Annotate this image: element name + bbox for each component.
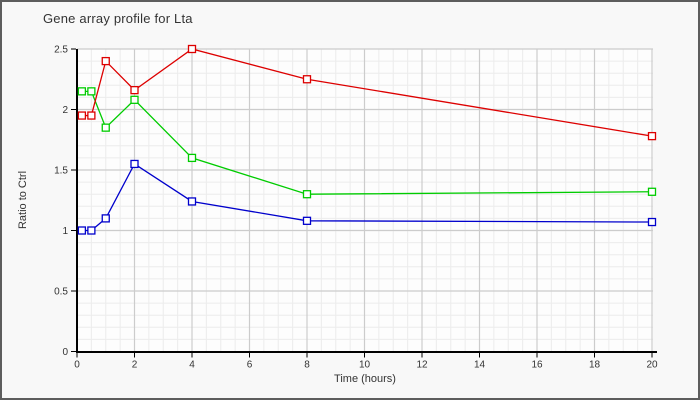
series-blue-marker [130, 159, 139, 169]
x-tick-label: 18 [589, 360, 601, 371]
series-blue-marker [187, 197, 197, 206]
series-green-marker [647, 187, 657, 196]
y-tick-label: 1 [62, 226, 68, 237]
series-red-marker [647, 131, 657, 141]
chart-title: Gene array profile for Lta [43, 11, 193, 26]
y-tick-label: 2 [62, 105, 68, 116]
series-red-marker [87, 111, 96, 120]
series-blue-marker [101, 214, 110, 223]
x-tick-label: 16 [531, 360, 543, 371]
y-axis-label: Ratio to Ctrl [17, 170, 29, 230]
x-tick-label: 0 [74, 360, 80, 371]
x-tick-label: 12 [416, 360, 428, 371]
series-green-marker [130, 95, 139, 104]
x-axis-label: Time (hours) [334, 373, 396, 385]
series-green-marker [302, 190, 312, 199]
x-tick-label: 6 [247, 360, 253, 371]
y-tick-label: 0 [62, 347, 68, 358]
series-red-marker [302, 75, 312, 84]
x-tick-label: 10 [359, 360, 371, 371]
series-green-marker [101, 123, 110, 132]
series-red-marker [101, 56, 110, 66]
series-red-marker [77, 111, 87, 120]
y-tick-label: 0.5 [54, 287, 68, 298]
series-green-marker [87, 87, 96, 96]
x-tick-label: 2 [132, 360, 138, 371]
series-green-marker [187, 153, 197, 163]
x-tick-label: 8 [304, 360, 310, 371]
series-blue-marker [302, 216, 312, 225]
series-blue-marker [647, 217, 657, 227]
y-tick-label: 1.5 [54, 166, 68, 177]
y-tick-label: 2.5 [54, 45, 68, 56]
series-blue-marker [87, 226, 96, 235]
series-red-marker [187, 44, 197, 54]
x-tick-label: 14 [474, 360, 486, 371]
x-tick-label: 4 [189, 360, 195, 371]
series-red-marker [130, 85, 139, 95]
series-blue-marker [77, 226, 87, 235]
series-green-marker [77, 87, 87, 96]
x-tick-label: 20 [646, 360, 658, 371]
